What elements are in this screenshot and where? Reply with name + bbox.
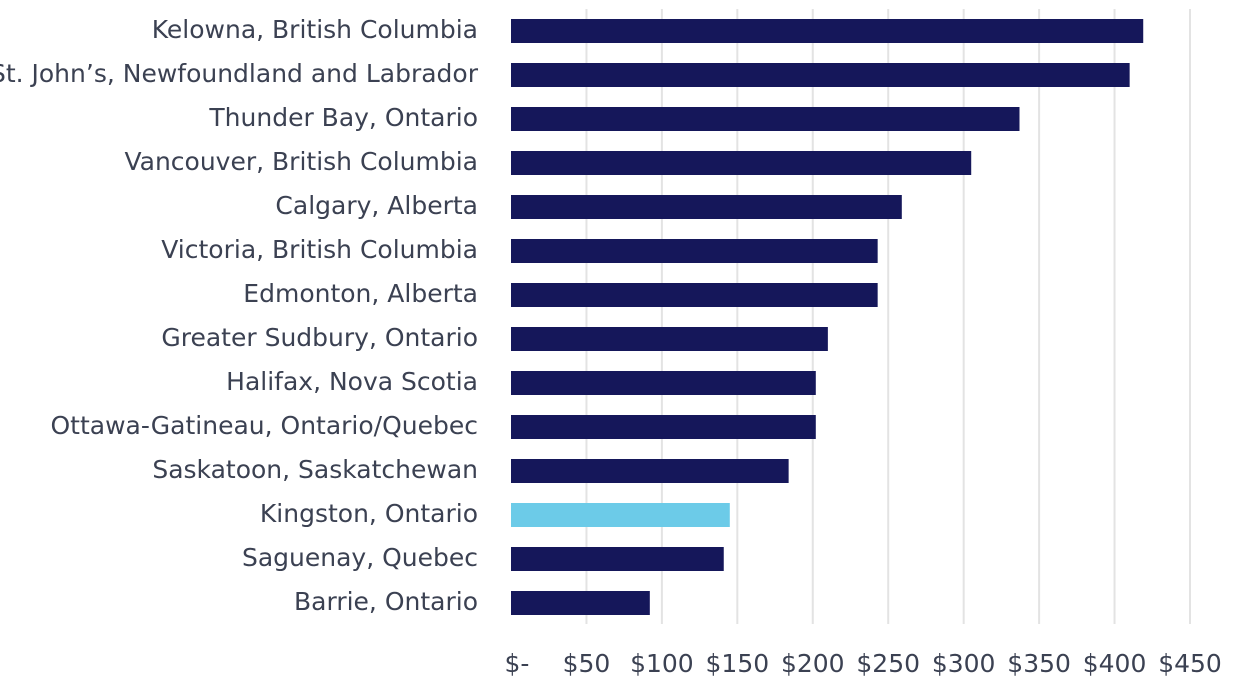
y-tick-label: Greater Sudbury, Ontario xyxy=(161,323,478,352)
y-tick-label: Kingston, Ontario xyxy=(260,499,478,528)
bar xyxy=(511,283,878,307)
bar xyxy=(511,547,724,571)
bar xyxy=(511,239,878,263)
x-tick-label: $100 xyxy=(630,649,694,678)
y-tick-label: Halifax, Nova Scotia xyxy=(226,367,478,396)
x-tick-label: $- xyxy=(505,649,530,678)
y-tick-label: St. John’s, Newfoundland and Labrador xyxy=(0,59,479,88)
bar xyxy=(511,107,1020,131)
bar xyxy=(511,415,816,439)
x-tick-label: $450 xyxy=(1158,649,1222,678)
bar xyxy=(511,503,730,527)
bar xyxy=(511,591,650,615)
y-tick-label: Saskatoon, Saskatchewan xyxy=(152,455,478,484)
bar xyxy=(511,459,789,483)
y-tick-label: Victoria, British Columbia xyxy=(161,235,478,264)
y-tick-label: Edmonton, Alberta xyxy=(243,279,478,308)
bar xyxy=(511,195,902,219)
x-tick-label: $300 xyxy=(932,649,996,678)
y-tick-label: Calgary, Alberta xyxy=(275,191,478,220)
x-tick-label: $350 xyxy=(1007,649,1071,678)
y-tick-label: Ottawa-Gatineau, Ontario/Quebec xyxy=(50,411,478,440)
x-tick-label: $50 xyxy=(563,649,611,678)
bar xyxy=(511,327,828,351)
y-tick-label: Barrie, Ontario xyxy=(294,587,478,616)
y-tick-label: Thunder Bay, Ontario xyxy=(208,103,478,132)
bar xyxy=(511,151,972,175)
x-tick-label: $200 xyxy=(781,649,845,678)
bar xyxy=(511,63,1130,87)
y-tick-label: Kelowna, British Columbia xyxy=(152,15,478,44)
x-tick-label: $250 xyxy=(856,649,920,678)
bar xyxy=(511,19,1144,43)
bar xyxy=(511,371,816,395)
x-tick-label: $400 xyxy=(1083,649,1147,678)
x-tick-label: $150 xyxy=(706,649,770,678)
y-tick-label: Saguenay, Quebec xyxy=(242,543,478,572)
y-tick-label: Vancouver, British Columbia xyxy=(124,147,478,176)
